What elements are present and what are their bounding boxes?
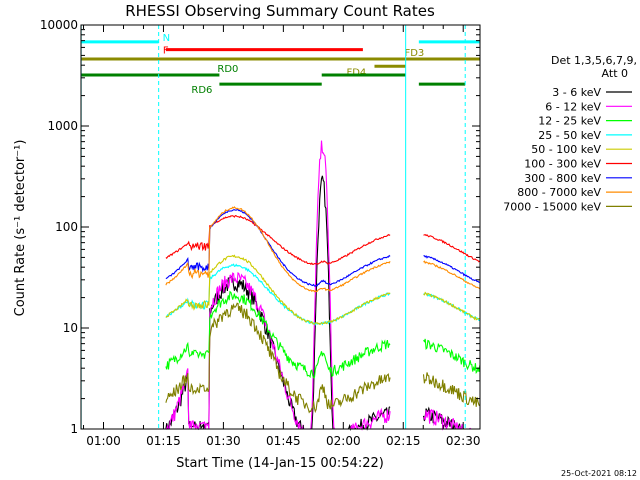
vertical-markers xyxy=(80,25,466,429)
flag-label-n: N xyxy=(163,33,170,44)
legend-title-line2: Att 0 xyxy=(602,67,628,80)
legend-item-label: 6 - 12 keV xyxy=(545,100,601,113)
x-axis: 01:00 01:15 01:30 01:45 02:00 02:15 02:30 xyxy=(83,25,481,448)
legend-item-label: 800 - 7000 keV xyxy=(517,186,601,199)
flag-label-f: F xyxy=(163,46,169,57)
legend-item-label: 50 - 100 keV xyxy=(531,143,601,156)
legend-item-label: 100 - 300 keV xyxy=(524,158,601,171)
x-axis-label: Start Time (14-Jan-15 00:54:22) xyxy=(176,456,384,471)
x-tick-label: 01:15 xyxy=(146,434,181,448)
y-tick-label: 10 xyxy=(63,321,78,335)
flag-label-fd4: FD4 xyxy=(346,67,366,78)
series-line xyxy=(165,254,481,326)
flag-label-fd3: FD3 xyxy=(404,48,424,59)
series-line xyxy=(165,290,481,379)
x-tick-label: 01:30 xyxy=(206,434,241,448)
legend-item-label: 300 - 800 keV xyxy=(524,172,601,185)
series-line xyxy=(165,263,480,326)
x-tick-label: 02:00 xyxy=(326,434,361,448)
series-line xyxy=(165,302,481,414)
chart-title: RHESSI Observing Summary Count Rates xyxy=(125,2,435,20)
y-axis-label: Count Rate (s⁻¹ detector⁻¹) xyxy=(13,140,28,317)
flag-bars: NF FD3 FD4 RD0 RD6 xyxy=(81,33,480,96)
legend-item-label: 3 - 6 keV xyxy=(552,86,601,99)
x-tick-label: 01:45 xyxy=(266,434,301,448)
series-line xyxy=(165,209,480,287)
legend-item-label: 25 - 50 keV xyxy=(538,129,601,142)
y-tick-label: 10000 xyxy=(40,18,78,32)
x-tick-label: 02:15 xyxy=(386,434,421,448)
footer-timestamp: 25-Oct-2021 08:12 xyxy=(561,469,637,478)
y-tick-label: 1 xyxy=(70,422,78,436)
legend-item-label: 7000 - 15000 keV xyxy=(503,200,601,213)
y-axis: 1 10 100 1000 10000 xyxy=(40,18,480,436)
legend-item-label: 12 - 25 keV xyxy=(538,115,601,128)
legend-title-line1: Det 1,3,5,6,7,9, xyxy=(551,54,637,67)
flag-label-rd0: RD0 xyxy=(217,64,238,75)
flag-label-rd6: RD6 xyxy=(191,85,212,96)
x-tick-label: 01:00 xyxy=(86,434,121,448)
y-tick-label: 100 xyxy=(55,220,78,234)
series-line xyxy=(165,206,481,293)
x-tick-label: 02:30 xyxy=(446,434,481,448)
series-layer xyxy=(165,140,481,432)
series-line xyxy=(165,214,481,266)
y-tick-label: 1000 xyxy=(47,119,78,133)
